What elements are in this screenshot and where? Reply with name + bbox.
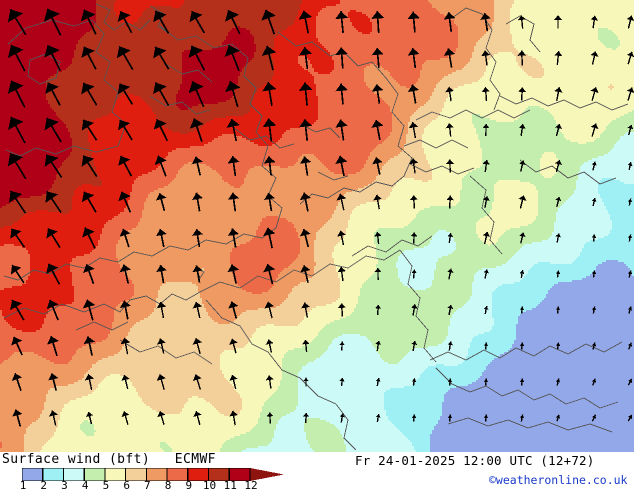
color-scale-tick-7: 7 — [144, 479, 151, 492]
forecast-timestamp: Fr 24-01-2025 12:00 UTC (12+72) — [355, 453, 595, 468]
legend-title: Surface wind (bft) ECMWF — [2, 452, 216, 467]
map-area[interactable] — [0, 0, 634, 452]
color-scale-tick-5: 5 — [103, 479, 110, 492]
color-scale-tick-10: 10 — [203, 479, 216, 492]
color-scale-tick-3: 3 — [61, 479, 68, 492]
wind-field-map[interactable] — [0, 0, 634, 452]
copyright-label: ©weatheronline.co.uk — [489, 473, 627, 487]
color-scale-tick-9: 9 — [186, 479, 193, 492]
color-scale-tick-12: 12 — [244, 479, 257, 492]
color-scale-tick-4: 4 — [82, 479, 89, 492]
color-scale-tick-6: 6 — [123, 479, 130, 492]
color-scale-tick-11: 11 — [224, 479, 237, 492]
color-scale-tick-1: 1 — [20, 479, 27, 492]
color-scale-tick-2: 2 — [40, 479, 47, 492]
color-scale-tick-8: 8 — [165, 479, 172, 492]
